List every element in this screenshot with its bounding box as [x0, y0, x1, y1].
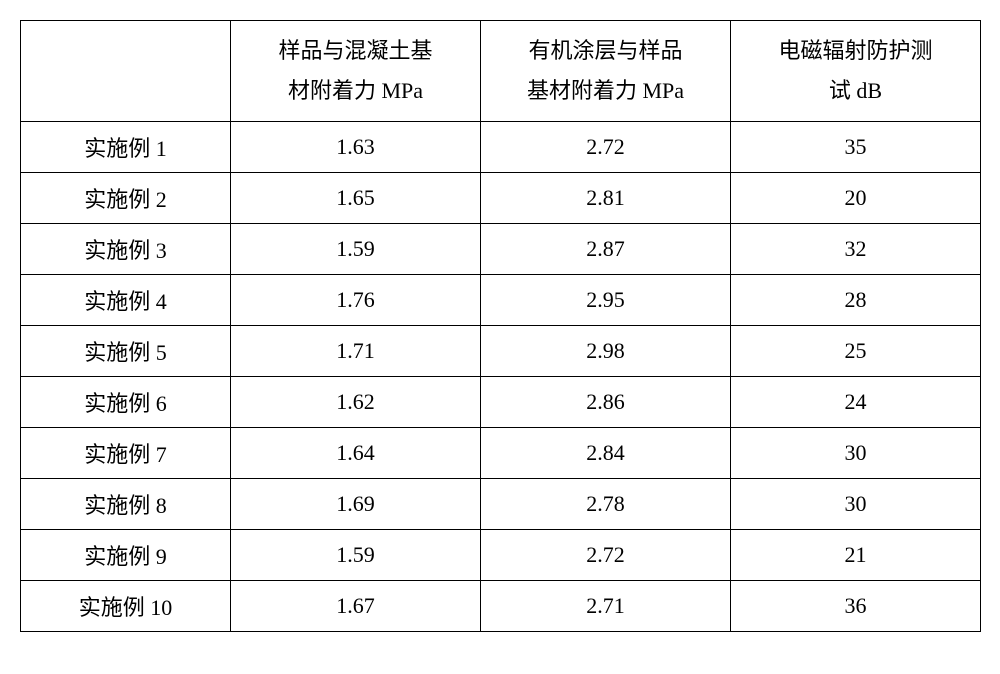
table-row: 实施例 9 1.59 2.72 21 — [21, 530, 981, 581]
row-label: 实施例 7 — [21, 428, 231, 479]
cell-adhesion-coating: 2.98 — [481, 326, 731, 377]
row-label: 实施例 1 — [21, 122, 231, 173]
cell-adhesion-concrete: 1.59 — [231, 530, 481, 581]
cell-adhesion-coating: 2.72 — [481, 122, 731, 173]
row-label: 实施例 6 — [21, 377, 231, 428]
header-col1-line1: 样品与混凝土基 — [278, 38, 432, 63]
cell-em-shielding: 35 — [731, 122, 981, 173]
cell-em-shielding: 28 — [731, 275, 981, 326]
cell-em-shielding: 25 — [731, 326, 981, 377]
cell-em-shielding: 32 — [731, 224, 981, 275]
table-row: 实施例 10 1.67 2.71 36 — [21, 581, 981, 632]
table-header-row: 样品与混凝土基 材附着力 MPa 有机涂层与样品 基材附着力 MPa 电磁辐射防… — [21, 21, 981, 122]
cell-adhesion-concrete: 1.63 — [231, 122, 481, 173]
table-row: 实施例 5 1.71 2.98 25 — [21, 326, 981, 377]
header-adhesion-concrete: 样品与混凝土基 材附着力 MPa — [231, 21, 481, 122]
cell-adhesion-coating: 2.81 — [481, 173, 731, 224]
cell-adhesion-concrete: 1.69 — [231, 479, 481, 530]
row-label: 实施例 8 — [21, 479, 231, 530]
cell-em-shielding: 30 — [731, 428, 981, 479]
header-adhesion-coating: 有机涂层与样品 基材附着力 MPa — [481, 21, 731, 122]
cell-em-shielding: 36 — [731, 581, 981, 632]
table-row: 实施例 7 1.64 2.84 30 — [21, 428, 981, 479]
table-row: 实施例 6 1.62 2.86 24 — [21, 377, 981, 428]
header-col3-line2: 试 dB — [829, 78, 882, 103]
cell-adhesion-coating: 2.72 — [481, 530, 731, 581]
row-label: 实施例 4 — [21, 275, 231, 326]
cell-adhesion-coating: 2.87 — [481, 224, 731, 275]
data-table: 样品与混凝土基 材附着力 MPa 有机涂层与样品 基材附着力 MPa 电磁辐射防… — [20, 20, 981, 632]
cell-em-shielding: 30 — [731, 479, 981, 530]
header-col2-line2: 基材附着力 MPa — [527, 78, 684, 103]
header-col3-line1: 电磁辐射防护测 — [778, 38, 932, 63]
cell-em-shielding: 21 — [731, 530, 981, 581]
row-label: 实施例 10 — [21, 581, 231, 632]
row-label: 实施例 9 — [21, 530, 231, 581]
header-col2-line1: 有机涂层与样品 — [528, 38, 682, 63]
cell-adhesion-concrete: 1.67 — [231, 581, 481, 632]
cell-adhesion-concrete: 1.64 — [231, 428, 481, 479]
table-row: 实施例 2 1.65 2.81 20 — [21, 173, 981, 224]
table-row: 实施例 3 1.59 2.87 32 — [21, 224, 981, 275]
header-col1-line2: 材附着力 MPa — [288, 78, 423, 103]
cell-adhesion-coating: 2.84 — [481, 428, 731, 479]
row-label: 实施例 3 — [21, 224, 231, 275]
cell-adhesion-concrete: 1.59 — [231, 224, 481, 275]
cell-adhesion-coating: 2.71 — [481, 581, 731, 632]
row-label: 实施例 2 — [21, 173, 231, 224]
header-em-shielding: 电磁辐射防护测 试 dB — [731, 21, 981, 122]
cell-em-shielding: 20 — [731, 173, 981, 224]
cell-adhesion-concrete: 1.62 — [231, 377, 481, 428]
cell-adhesion-coating: 2.86 — [481, 377, 731, 428]
cell-adhesion-coating: 2.78 — [481, 479, 731, 530]
cell-adhesion-concrete: 1.65 — [231, 173, 481, 224]
table-row: 实施例 4 1.76 2.95 28 — [21, 275, 981, 326]
table-row: 实施例 8 1.69 2.78 30 — [21, 479, 981, 530]
cell-adhesion-coating: 2.95 — [481, 275, 731, 326]
header-blank — [21, 21, 231, 122]
cell-adhesion-concrete: 1.76 — [231, 275, 481, 326]
cell-adhesion-concrete: 1.71 — [231, 326, 481, 377]
table-body: 实施例 1 1.63 2.72 35 实施例 2 1.65 2.81 20 实施… — [21, 122, 981, 632]
table-row: 实施例 1 1.63 2.72 35 — [21, 122, 981, 173]
cell-em-shielding: 24 — [731, 377, 981, 428]
row-label: 实施例 5 — [21, 326, 231, 377]
